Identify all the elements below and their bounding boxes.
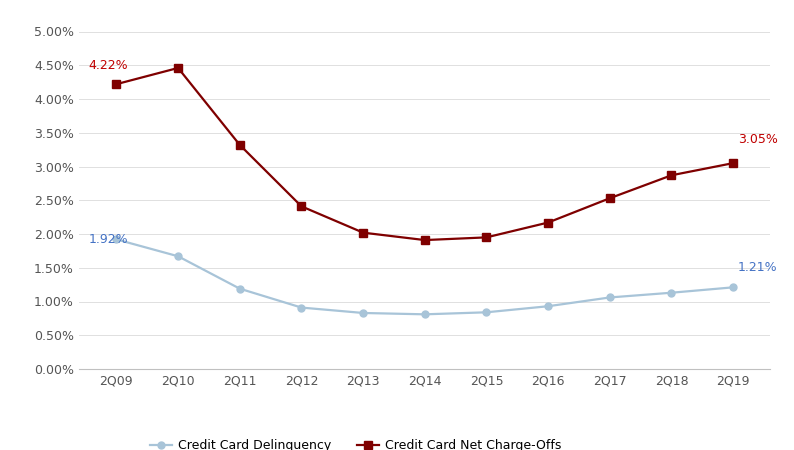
Text: 1.92%: 1.92% bbox=[89, 233, 129, 246]
Legend: Credit Card Delinquency, Credit Card Net Charge-Offs: Credit Card Delinquency, Credit Card Net… bbox=[145, 434, 567, 450]
Text: 1.21%: 1.21% bbox=[738, 261, 778, 274]
Text: 3.05%: 3.05% bbox=[738, 133, 778, 146]
Text: 4.22%: 4.22% bbox=[89, 59, 129, 72]
